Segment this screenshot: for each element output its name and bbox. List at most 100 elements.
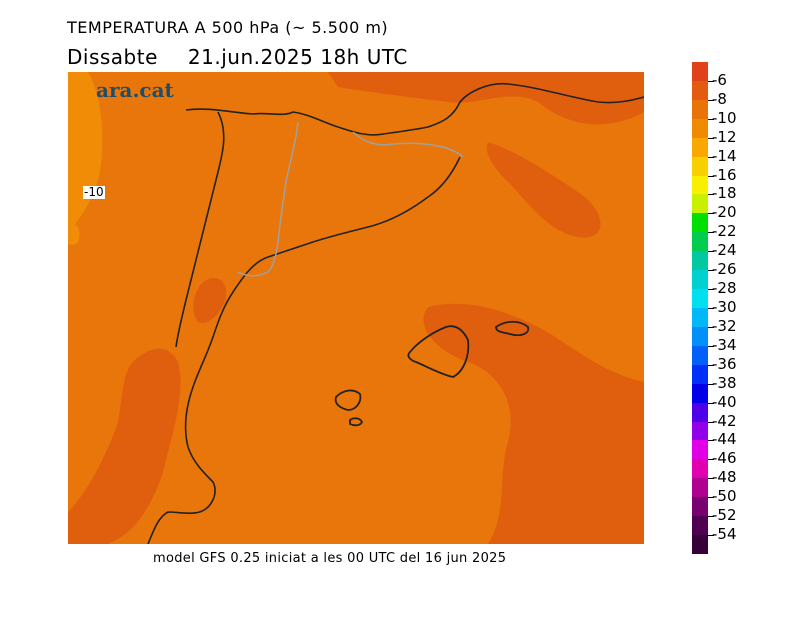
colorbar-swatch <box>692 156 708 176</box>
colorbar-label: -34 <box>712 335 737 354</box>
forecast-date: Dissabte 21.jun.2025 18h UTC <box>67 45 408 69</box>
colorbar-swatch <box>692 289 708 308</box>
contour-label: -10 <box>83 185 105 199</box>
colorbar-tick <box>708 516 714 518</box>
colorbar-swatch <box>692 535 708 554</box>
colorbar-swatch <box>692 251 708 271</box>
temperature-map: ara.cat -10 <box>68 72 644 544</box>
forecast-day: Dissabte <box>67 45 158 69</box>
colorbar-label: -6 <box>712 70 727 89</box>
colorbar-tick <box>708 345 714 347</box>
cool-zone-west-lower <box>68 222 80 245</box>
colorbar-tick <box>708 175 714 177</box>
colorbar-label: -44 <box>712 430 737 449</box>
colorbar-tick <box>708 270 714 272</box>
map-canvas <box>68 72 644 544</box>
colorbar-tick <box>708 383 714 385</box>
colorbar-label: -32 <box>712 316 737 335</box>
colorbar-tick <box>708 440 714 442</box>
coastline-inland <box>175 111 225 348</box>
colorbar-label: -42 <box>712 411 737 430</box>
colorbar-swatch <box>692 497 708 517</box>
colorbar-tick <box>708 137 714 139</box>
warm-zone-north <box>328 72 644 125</box>
colorbar-label: -22 <box>712 222 737 241</box>
colorbar-tick <box>708 232 714 234</box>
colorbar-swatch <box>692 270 708 290</box>
colorbar-label: -40 <box>712 392 737 411</box>
colorbar-label: -16 <box>712 165 737 184</box>
political-border <box>237 121 464 277</box>
colorbar-tick <box>708 364 714 366</box>
warm-zone-west <box>68 348 181 544</box>
colorbar-tick <box>708 289 714 291</box>
colorbar-tick <box>708 421 714 423</box>
colorbar-label: -24 <box>712 241 737 260</box>
colorbar-label: -12 <box>712 127 737 146</box>
island-formentera <box>349 417 364 427</box>
colorbar-tick <box>708 535 714 537</box>
warm-zone-north-east <box>486 142 601 238</box>
model-info: model GFS 0.25 iniciat a les 00 UTC del … <box>153 551 507 566</box>
colorbar-tick <box>708 478 714 480</box>
colorbar-swatch <box>692 364 708 384</box>
colorbar-tick <box>708 459 714 461</box>
colorbar-swatch <box>692 213 708 233</box>
colorbar-label: -14 <box>712 146 737 165</box>
colorbar-label: -20 <box>712 203 737 222</box>
temperature-colorbar <box>692 62 708 554</box>
colorbar-swatch <box>692 478 708 498</box>
warm-zone-east <box>423 303 644 544</box>
colorbar-tick <box>708 251 714 253</box>
colorbar-swatch <box>692 99 708 119</box>
colorbar-label: -26 <box>712 260 737 279</box>
colorbar-tick <box>708 118 714 120</box>
colorbar-swatch <box>692 194 708 214</box>
colorbar-tick <box>708 80 714 82</box>
colorbar-label: -8 <box>712 89 727 108</box>
colorbar-label: -28 <box>712 279 737 298</box>
colorbar-label: -52 <box>712 506 737 525</box>
colorbar-label: -38 <box>712 373 737 392</box>
colorbar-swatch <box>692 118 708 138</box>
colorbar-label: -36 <box>712 354 737 373</box>
colorbar-tick <box>708 213 714 215</box>
colorbar-label: -54 <box>712 525 737 544</box>
colorbar-swatch <box>692 137 708 157</box>
colorbar-label: -10 <box>712 108 737 127</box>
colorbar-tick <box>708 497 714 499</box>
colorbar-swatch <box>692 62 708 81</box>
colorbar-tick <box>708 99 714 101</box>
colorbar-swatch <box>692 232 708 252</box>
island-menorca <box>495 320 530 337</box>
colorbar-label: -30 <box>712 298 737 316</box>
cool-zone-west <box>68 72 103 232</box>
colorbar-tick <box>708 308 714 309</box>
colorbar-swatch <box>692 459 708 479</box>
colorbar-swatch <box>692 175 708 195</box>
colorbar-tick <box>708 402 714 404</box>
colorbar-label: -18 <box>712 184 737 203</box>
colorbar-label: -50 <box>712 487 737 506</box>
colorbar-tick <box>708 326 714 328</box>
colorbar-swatch <box>692 383 708 403</box>
colorbar-swatch <box>692 307 708 327</box>
colorbar-tick <box>708 156 714 158</box>
island-eivissa <box>334 389 362 411</box>
colorbar-swatch <box>692 402 708 422</box>
colorbar-swatch <box>692 516 708 536</box>
warm-zone-central <box>193 277 227 323</box>
brand-logo: ara.cat <box>96 78 174 102</box>
map-title: TEMPERATURA A 500 hPa (~ 5.500 m) <box>67 18 389 37</box>
coastline <box>147 82 644 544</box>
colorbar-label: -46 <box>712 449 737 468</box>
colorbar-swatch <box>692 440 708 460</box>
colorbar-swatch <box>692 326 708 346</box>
colorbar-swatch <box>692 345 708 365</box>
island-mallorca <box>407 325 470 378</box>
colorbar-label: -48 <box>712 468 737 487</box>
forecast-datetime: 21.jun.2025 18h UTC <box>187 45 408 69</box>
colorbar-tick <box>708 194 714 196</box>
colorbar-swatch <box>692 421 708 441</box>
colorbar-swatch <box>692 80 708 100</box>
